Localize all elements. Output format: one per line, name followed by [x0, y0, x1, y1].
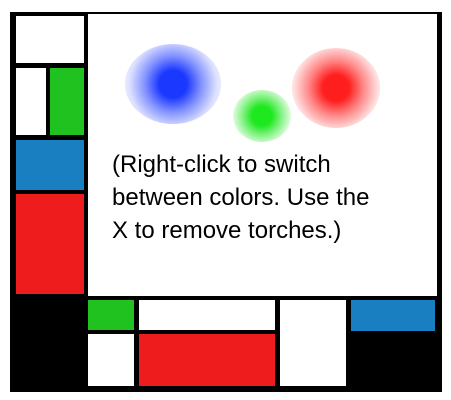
blue-torch[interactable] [125, 44, 221, 124]
tile-white-top-left [16, 16, 84, 63]
tile-white-bottom-b [139, 300, 275, 330]
tile-blue-bottom-right [351, 300, 435, 331]
green-torch[interactable] [233, 90, 291, 142]
tile-green-left [50, 68, 84, 135]
tile-blue-left [16, 140, 84, 190]
red-torch[interactable] [292, 48, 380, 128]
instructions-text: (Right-click to switch between colors. U… [112, 148, 432, 247]
instructions-line-1: (Right-click to switch [112, 151, 331, 178]
tile-red-left [16, 194, 84, 294]
torch-canvas[interactable] [88, 14, 437, 296]
tile-red-bottom [139, 334, 275, 386]
instructions-line-2: between colors. Use the [112, 184, 370, 211]
instructions-line-3: X to remove torches.) [112, 217, 342, 244]
tile-white-bottom-c [280, 300, 346, 386]
tile-white-bottom-a [88, 334, 134, 386]
tile-green-bottom [88, 300, 134, 330]
tile-white-left-small [16, 68, 46, 135]
